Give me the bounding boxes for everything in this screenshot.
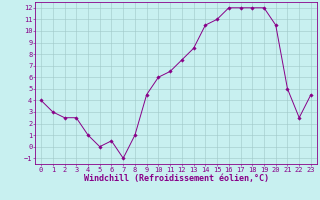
X-axis label: Windchill (Refroidissement éolien,°C): Windchill (Refroidissement éolien,°C): [84, 174, 268, 183]
